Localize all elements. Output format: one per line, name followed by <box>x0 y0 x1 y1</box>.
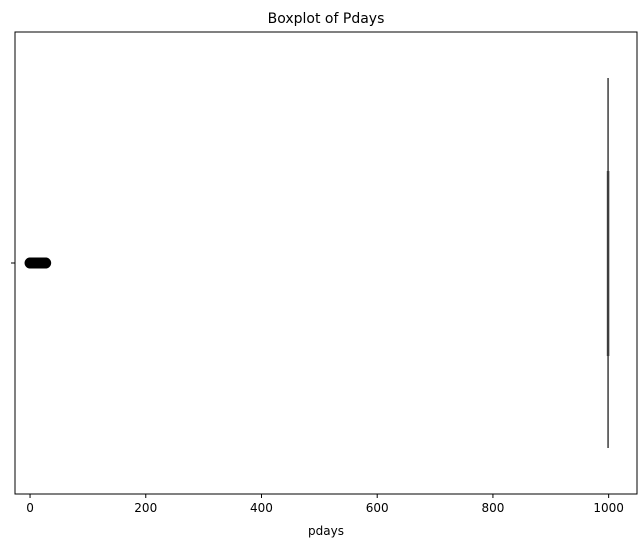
x-tick-label: 800 <box>481 501 504 515</box>
x-tick-label: 600 <box>366 501 389 515</box>
x-axis-label: pdays <box>308 524 344 538</box>
x-tick-label: 200 <box>134 501 157 515</box>
x-tick-label: 400 <box>250 501 273 515</box>
outlier-points <box>24 257 52 269</box>
outlier-point <box>40 257 52 269</box>
chart-title: Boxplot of Pdays <box>268 11 385 27</box>
x-tick-label: 1000 <box>593 501 624 515</box>
x-axis-ticks: 0 200 400 600 800 1000 <box>26 494 624 515</box>
plot-area-frame <box>14 31 638 495</box>
x-tick-label: 0 <box>26 501 34 515</box>
